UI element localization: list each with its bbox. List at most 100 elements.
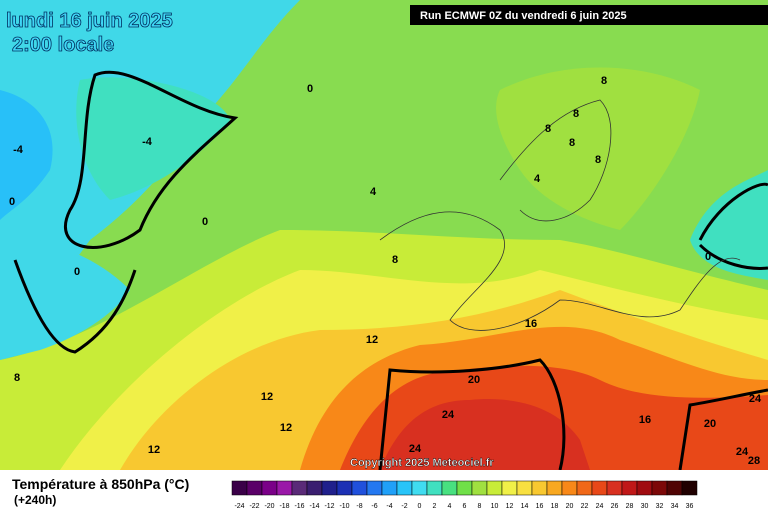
legend-label: -22 [249, 503, 259, 510]
legend-swatch [381, 480, 398, 496]
legend-label: -20 [264, 503, 274, 510]
contour-label: 0 [9, 196, 15, 208]
contour-label: 24 [409, 443, 422, 455]
legend-swatch [411, 480, 428, 496]
run-info: Run ECMWF 0Z du vendredi 6 juin 2025 [420, 10, 627, 22]
contour-label: 8 [601, 75, 607, 87]
contour-label: 24 [442, 409, 455, 421]
contour-label: 8 [392, 254, 398, 266]
twenty-contour [378, 358, 768, 471]
legend-label: 16 [536, 503, 544, 510]
cold-area [0, 230, 130, 360]
legend-label: 32 [656, 503, 664, 510]
legend-swatch [606, 480, 623, 496]
legend-label: -6 [371, 503, 377, 510]
contour-label: 16 [525, 318, 537, 330]
legend-swatch [516, 480, 533, 496]
legend-swatch [666, 480, 683, 496]
run-box [410, 5, 768, 25]
map-subtitle: 2:00 locale [12, 34, 114, 56]
legend-label: 8 [478, 503, 482, 510]
legend-subtitle: (+240h) [14, 493, 56, 507]
legend-swatch [471, 480, 488, 496]
contour-label: 12 [280, 422, 292, 434]
legend-swatch [561, 480, 578, 496]
contour-label: 0 [74, 266, 80, 278]
legend-label: -10 [339, 503, 349, 510]
legend-swatch [336, 480, 353, 496]
legend-swatch [231, 480, 248, 496]
legend-label: 28 [626, 503, 634, 510]
legend-label: 4 [448, 503, 452, 510]
contour-label: 16 [639, 414, 651, 426]
contour-label: 0 [705, 251, 711, 263]
contour-label: -4 [13, 144, 24, 156]
legend-label: -24 [234, 503, 244, 510]
legend-swatch [426, 480, 443, 496]
legend-swatch [591, 480, 608, 496]
legend-label: 2 [433, 503, 437, 510]
legend-label: 34 [671, 503, 679, 510]
legend-label: 22 [581, 503, 589, 510]
contour-label: 8 [14, 372, 20, 384]
legend-swatch [306, 480, 323, 496]
contour-label: -4 [142, 136, 153, 148]
zero-contour [13, 259, 137, 354]
contour-label: 0 [307, 83, 313, 95]
coastline [379, 211, 741, 331]
zero-contour [63, 70, 239, 249]
legend-swatch [681, 480, 698, 496]
legend-label: -18 [279, 503, 289, 510]
contour-label: 4 [370, 186, 377, 198]
zero-contour [698, 182, 768, 270]
legend-label: -2 [401, 503, 407, 510]
legend-swatch [531, 480, 548, 496]
contour-label: 24 [749, 393, 762, 405]
map-title: lundi 16 juin 2025 [6, 10, 173, 32]
legend-swatch [486, 480, 503, 496]
legend-label: -4 [386, 503, 392, 510]
legend-label: -12 [324, 503, 334, 510]
contour-label: 12 [366, 334, 378, 346]
legend-label: 26 [611, 503, 619, 510]
legend-label: 14 [521, 503, 529, 510]
legend-label: -16 [294, 503, 304, 510]
legend-swatch [441, 480, 458, 496]
contour-label: 20 [704, 418, 716, 430]
contour-label: 12 [148, 444, 160, 456]
contour-label: 20 [468, 374, 480, 386]
legend-label: 30 [641, 503, 649, 510]
legend-swatch [246, 480, 263, 496]
legend-title: Température à 850hPa (°C) [12, 476, 189, 492]
legend-swatch [366, 480, 383, 496]
hot-area [380, 399, 590, 470]
legend-swatch [291, 480, 308, 496]
legend-swatch [456, 480, 473, 496]
cold-area [0, 90, 53, 220]
legend-swatch [576, 480, 593, 496]
legend-label: 6 [463, 503, 467, 510]
legend-label: 36 [686, 503, 694, 510]
contour-label: 24 [736, 446, 749, 458]
contour-label: 12 [261, 391, 273, 403]
legend-swatch [501, 480, 518, 496]
legend-label: -14 [309, 503, 319, 510]
legend-swatch [276, 480, 293, 496]
contour-label: 8 [573, 108, 579, 120]
copyright: Copyright 2025 Meteociel.fr [350, 457, 494, 469]
contour-label: 0 [202, 216, 208, 228]
legend-label: 12 [506, 503, 514, 510]
legend-swatch [636, 480, 653, 496]
legend-label: 18 [551, 503, 559, 510]
legend-swatch [261, 480, 278, 496]
cold-area [76, 77, 230, 200]
legend-swatch [621, 480, 638, 496]
contour-label: 28 [748, 455, 760, 467]
legend-label: 10 [491, 503, 499, 510]
legend-swatch [321, 480, 338, 496]
warm-area [496, 67, 700, 230]
legend-label: 24 [596, 503, 604, 510]
legend-label: -8 [356, 503, 362, 510]
